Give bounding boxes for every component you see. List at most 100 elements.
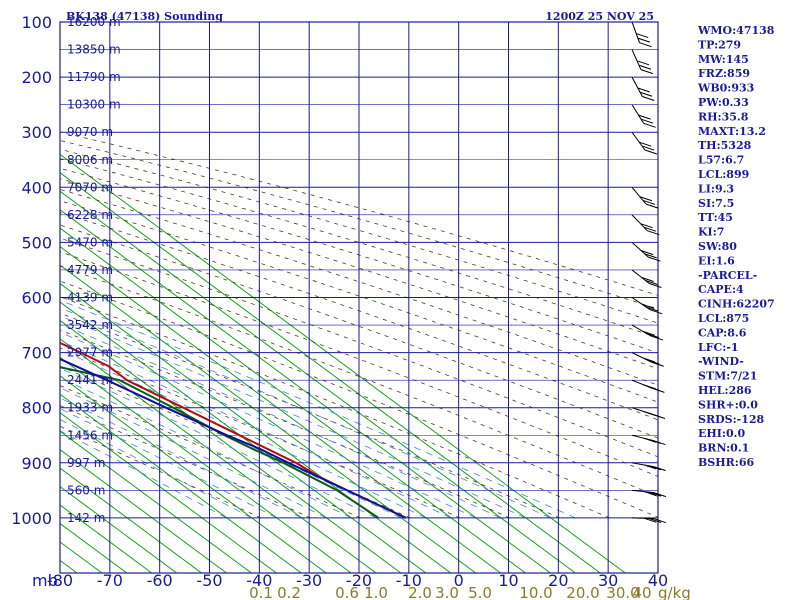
index-value: SRDS:-128	[698, 413, 765, 426]
index-value: TP:279	[698, 38, 741, 51]
height-label: 9070 m	[67, 125, 113, 139]
wind-barb-flag	[639, 91, 653, 97]
mixing-ratio-label: 0.2	[277, 584, 301, 600]
index-value: -PARCEL-	[698, 269, 757, 282]
height-label: 4139 m	[67, 291, 113, 305]
index-value: -WIND-	[698, 355, 744, 368]
wind-barb-flag	[638, 64, 652, 70]
isotherm-line	[60, 467, 202, 573]
wind-barb	[631, 214, 660, 236]
pressure-tick-label: 1000	[11, 509, 52, 528]
index-value: CINH:62207	[698, 298, 775, 311]
wind-barb-flag	[651, 361, 664, 367]
wind-barb-flag	[648, 465, 662, 471]
index-value: HEL:286	[698, 384, 752, 397]
wind-barb-flag	[642, 199, 656, 205]
height-label: 1933 m	[67, 401, 113, 415]
pressure-tick-label: 100	[21, 13, 52, 32]
height-label: 1456 m	[67, 428, 113, 442]
isotherm-line	[60, 356, 352, 573]
wind-barb	[631, 21, 652, 48]
mixing-ratio-label: 20.0	[566, 584, 599, 600]
pressure-tick-label: 900	[21, 454, 52, 473]
temperature-tick-label: 10	[498, 571, 518, 590]
index-value: MAXT:13.2	[698, 125, 766, 138]
mixing-ratio-label: 30.0	[606, 584, 639, 600]
height-label: 13850 m	[67, 43, 121, 57]
wind-barb-flag	[644, 517, 657, 523]
wind-barb-flag	[643, 464, 657, 470]
wind-barb-staff	[631, 269, 650, 284]
wind-barb-flag	[650, 335, 664, 341]
mixing-ratio-unit: g/kg	[658, 584, 691, 600]
index-value: LCL:899	[698, 168, 749, 181]
temperature-tick-label: 20	[548, 571, 568, 590]
pressure-tick-label: 500	[21, 233, 52, 252]
moist-adiabat-line	[60, 408, 277, 519]
height-label: 8006 m	[67, 153, 113, 167]
height-label: 2977 m	[67, 346, 113, 360]
index-value: LFC:-1	[698, 341, 739, 354]
temperature-tick-label: -10	[396, 571, 422, 590]
wind-barb-flag	[640, 118, 654, 124]
wind-barb-flag	[639, 42, 652, 48]
temperature-tick-label: 40	[648, 571, 668, 590]
wind-barb-flag	[642, 357, 656, 363]
height-label: 7070 m	[67, 180, 113, 194]
wind-barb-staff	[631, 131, 646, 151]
index-value: CAPE:4	[698, 283, 744, 296]
wind-barb-flag	[647, 359, 660, 365]
wind-barb-flag	[640, 223, 653, 229]
temperature-trace	[60, 341, 407, 519]
wind-barb	[631, 297, 663, 315]
sounding-time: 1200Z 25 NOV 25	[545, 10, 654, 23]
height-label: 142 m	[67, 511, 105, 525]
isotherm-line	[60, 430, 252, 573]
wind-barb-flag	[653, 518, 667, 524]
index-value: EI:1.6	[698, 254, 735, 267]
index-value: BRN:0.1	[698, 442, 749, 455]
wind-barb	[631, 104, 656, 128]
index-value: FRZ:859	[698, 67, 750, 80]
wind-barb	[631, 186, 659, 209]
height-label: 560 m	[67, 483, 105, 497]
wind-barb	[631, 462, 666, 472]
height-label: 3542 m	[67, 318, 113, 332]
height-label: 11790 m	[67, 70, 121, 84]
index-value: RH:35.8	[698, 110, 749, 123]
wind-barb-flag	[636, 60, 650, 66]
temperature-tick-label: -20	[346, 571, 372, 590]
wind-barb-flag	[646, 306, 659, 312]
wind-barb-flag	[643, 437, 657, 443]
mixing-ratio-label: 40	[632, 584, 651, 600]
moist-adiabat-line	[60, 430, 227, 519]
wind-barb-flag	[641, 145, 655, 151]
wind-barb-flag	[637, 37, 651, 43]
wind-barb-flag	[643, 411, 656, 416]
wind-barb-flag	[648, 491, 662, 497]
dewpoint-trace	[60, 366, 380, 519]
index-value: L57:6.7	[698, 154, 744, 167]
temperature-tick-label: -80	[47, 571, 73, 590]
isotherm-line	[0, 22, 2, 573]
index-value: SW:80	[698, 240, 737, 253]
index-value: BSHR:66	[698, 456, 754, 469]
wind-barb-flag	[649, 283, 662, 288]
wind-barb-flag	[644, 149, 658, 155]
wind-barb-flag	[645, 203, 659, 209]
moist-adiabat-line	[60, 331, 476, 519]
wind-barb-flag	[643, 226, 657, 232]
wind-barb	[631, 76, 655, 101]
temperature-tick-label: -40	[246, 571, 272, 590]
wind-barb-flag	[653, 466, 666, 472]
index-value: CAP:8.6	[698, 326, 747, 339]
index-value: SHR+:0.0	[698, 398, 758, 411]
isotherm-line	[60, 375, 327, 573]
isotherm-line	[60, 338, 377, 573]
height-label: 6228 m	[67, 208, 113, 222]
wind-barb-staff	[631, 242, 649, 258]
pressure-unit-label: mb	[32, 571, 58, 590]
moist-adiabat-line	[60, 299, 576, 519]
mixing-ratio-label: 0.6	[335, 584, 359, 600]
wind-barb-flag	[642, 96, 655, 101]
